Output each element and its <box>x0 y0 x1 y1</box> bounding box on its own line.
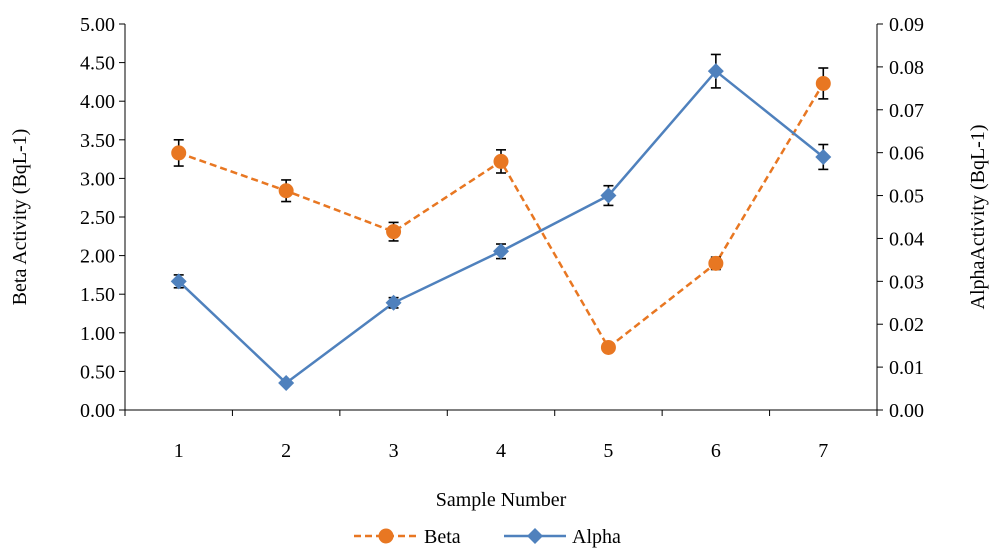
left-tick-label: 4.50 <box>80 53 115 75</box>
alpha-point <box>707 63 724 80</box>
alpha-point <box>815 148 832 165</box>
right-tick-label: 0.08 <box>889 57 924 79</box>
right-tick-label: 0.01 <box>889 357 924 379</box>
legend-alpha-marker <box>527 528 543 544</box>
left-tick-label: 0.50 <box>80 361 115 383</box>
beta-point <box>493 153 509 169</box>
beta-point <box>708 255 724 271</box>
alpha-point <box>278 374 295 391</box>
left-tick-label: 3.00 <box>80 168 115 190</box>
right-tick-label: 0.06 <box>889 143 924 165</box>
left-tick-label: 5.00 <box>80 14 115 36</box>
beta-point <box>171 145 187 161</box>
left-tick-label: 0.00 <box>80 400 115 422</box>
x-tick-label: 7 <box>818 440 828 462</box>
left-axis-ticks: 0.00 0.50 1.00 1.50 2.00 2.50 3.00 3.50 4.00 4.50… <box>80 14 125 422</box>
series-layer <box>170 53 832 391</box>
x-tick-label: 1 <box>174 440 184 462</box>
legend-alpha-label: Alpha <box>572 526 621 548</box>
alpha-point <box>385 294 402 311</box>
legend-beta-marker <box>378 528 394 544</box>
right-tick-label: 0.00 <box>889 400 924 422</box>
left-tick-label: 1.00 <box>80 323 115 345</box>
beta-point <box>278 183 294 199</box>
right-tick-label: 0.05 <box>889 186 924 208</box>
plot-area <box>124 24 878 411</box>
right-axis-ticks: 0.00 0.01 0.02 0.03 0.04 0.05 0.06 0.07 0.08 0.09 <box>877 14 924 422</box>
x-tick-label: 3 <box>389 440 399 462</box>
left-tick-label: 2.50 <box>80 207 115 229</box>
alpha-series-line <box>177 69 825 385</box>
beta-point <box>386 224 402 240</box>
left-tick-label: 2.00 <box>80 246 115 268</box>
legend-beta-label: Beta <box>424 526 461 548</box>
alpha-point <box>493 243 509 260</box>
x-tick-label: 5 <box>603 440 613 462</box>
left-axis-title: Beta Activity (BqL-1) <box>9 129 31 306</box>
right-axis-title: AlphaActivity (BqL-1) <box>967 125 989 310</box>
right-tick-label: 0.07 <box>889 100 924 122</box>
x-axis-title: Sample Number <box>436 489 567 511</box>
right-tick-label: 0.03 <box>889 271 924 293</box>
x-axis-ticks: 1 2 3 4 5 6 7 <box>124 410 878 462</box>
alpha-point <box>600 187 617 204</box>
beta-point <box>815 75 831 91</box>
right-tick-label: 0.02 <box>889 314 924 336</box>
alpha-point <box>170 273 187 290</box>
right-tick-label: 0.04 <box>889 228 924 250</box>
beta-point <box>600 339 616 355</box>
left-tick-label: 1.50 <box>80 284 115 306</box>
beta-series-line <box>178 82 825 350</box>
left-tick-label: 3.50 <box>80 130 115 152</box>
right-tick-label: 0.09 <box>889 14 924 36</box>
x-tick-label: 4 <box>496 440 506 462</box>
legend: Beta Alpha <box>354 526 621 548</box>
left-tick-label: 4.00 <box>80 91 115 113</box>
x-tick-label: 6 <box>711 440 721 462</box>
x-tick-label: 2 <box>281 440 291 462</box>
